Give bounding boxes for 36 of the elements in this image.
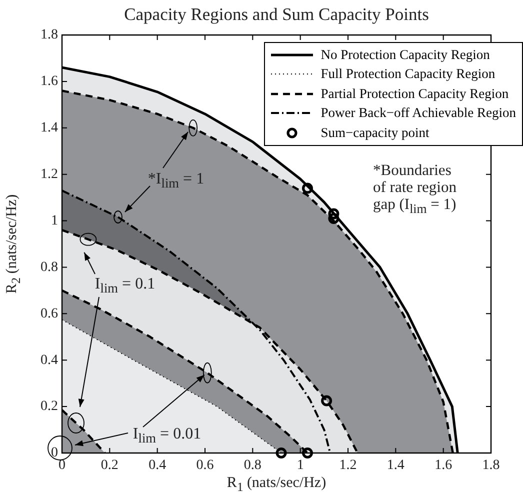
legend-label: Full Protection Capacity Region <box>320 66 496 82</box>
x-tick-label: 1.4 <box>386 458 404 474</box>
y-tick-label: 1.2 <box>40 167 58 182</box>
legend-label: Power Back−off Achievable Region <box>320 105 516 122</box>
point <box>276 448 287 458</box>
x-tick-label: 1 <box>296 458 304 474</box>
annotation: I$_{lim}$ = 0.1 <box>94 275 156 297</box>
y-tick-label: 0.4 <box>40 352 58 368</box>
x-tick-label: 0.8 <box>244 458 262 474</box>
x-axis-title: R$_{1}$ (nats/sec/Hz) <box>226 475 326 495</box>
annotation: *I$_{lim}$ = 1 <box>148 170 204 192</box>
y-tick-label: 1.4 <box>40 120 58 136</box>
y-tick-label: 0.8 <box>40 260 58 275</box>
legend-label: Partial Protection Capacity Region <box>320 86 509 102</box>
point <box>302 182 313 194</box>
y-tick-label: 0 <box>51 446 58 461</box>
annotation: *Boundaries of rate region gap (I$_{lim}$ = 1) <box>373 162 458 218</box>
y-tick-label: 0.6 <box>40 306 58 322</box>
x-tick-label: 1.8 <box>482 458 500 474</box>
point <box>321 395 332 406</box>
point <box>302 448 313 458</box>
x-tick-label: 0.6 <box>196 458 214 474</box>
x-tick-label: 1.2 <box>339 458 357 474</box>
y-tick-label: 1 <box>51 213 58 228</box>
legend-label: No Protection Capacity Region <box>320 46 490 63</box>
x-tick-label: 1.6 <box>434 458 452 474</box>
y-tick-label: 0.2 <box>40 399 58 414</box>
chart-title: Capacity Regions and Sum Capacity Points <box>124 4 429 25</box>
x-tick-label: 0.4 <box>148 458 166 474</box>
y-tick-label: 1.8 <box>40 28 58 43</box>
legend-label: Sum−capacity point <box>320 124 430 141</box>
y-tick-label: 1.6 <box>40 74 58 90</box>
x-tick-label: 0.2 <box>100 458 118 474</box>
point <box>328 212 340 224</box>
annotation: I$_{lim}$ = 0.01 <box>132 425 202 447</box>
point <box>328 208 340 220</box>
